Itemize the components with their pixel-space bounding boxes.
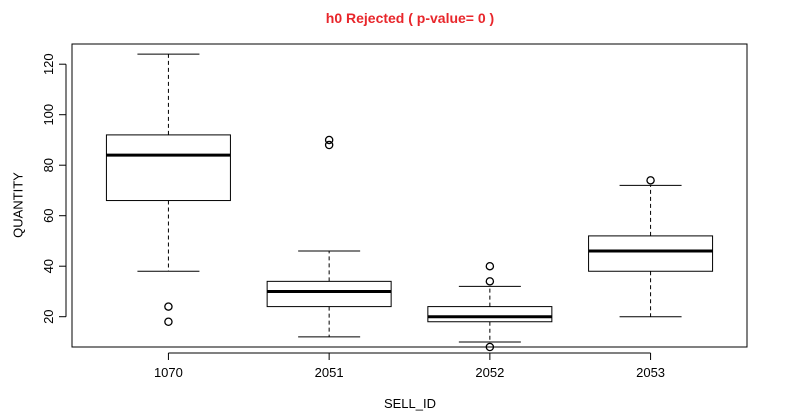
outlier-1070-1 — [164, 317, 173, 326]
outlier-2051-0 — [324, 135, 334, 145]
y-tick-label-120: 120 — [41, 53, 56, 75]
x-axis-label: SELL_ID — [383, 396, 437, 411]
outlier-2052-2 — [485, 342, 495, 352]
y-tick-label-60: 60 — [41, 208, 56, 222]
box-2052 — [427, 306, 553, 323]
y-tick-label-20: 20 — [41, 309, 56, 323]
y-tick-label-80: 80 — [41, 158, 56, 172]
box-2053 — [588, 235, 714, 272]
outlier-2052-1 — [485, 277, 495, 286]
y-tick-label-100: 100 — [41, 104, 56, 126]
x-tick-label-2053: 2053 — [636, 365, 665, 380]
chart-title: h0 Rejected ( p-value= 0 ) — [325, 10, 495, 26]
plot-frame — [71, 43, 748, 348]
x-tick-label-2051: 2051 — [315, 365, 344, 380]
outlier-2051-1 — [324, 140, 334, 150]
outlier-2052-0 — [485, 261, 495, 271]
x-tick-label-2052: 2052 — [475, 365, 504, 380]
x-tick-label-1070: 1070 — [154, 365, 183, 380]
outlier-1070-0 — [164, 302, 173, 311]
box-2051 — [266, 280, 392, 308]
y-tick-label-40: 40 — [41, 259, 56, 273]
outlier-2053-0 — [646, 176, 655, 185]
box-1070 — [105, 134, 231, 202]
